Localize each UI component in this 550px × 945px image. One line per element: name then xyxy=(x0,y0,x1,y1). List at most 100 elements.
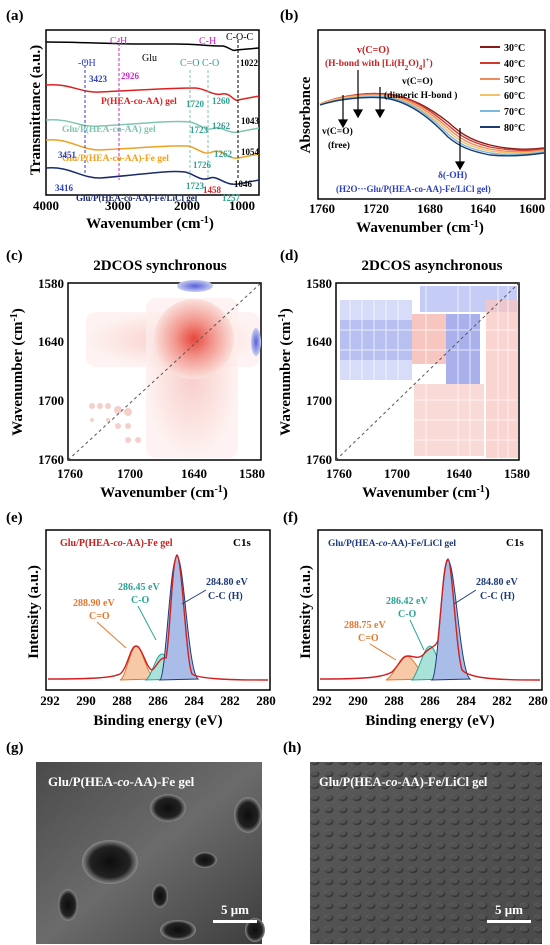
num-1262a: 1262 xyxy=(212,121,231,131)
f-p3b: C-C (H) xyxy=(480,591,515,602)
a-xtick-3000: 3000 xyxy=(105,198,131,213)
e-p2: 286.45 eV xyxy=(118,582,160,593)
f-peak-cc xyxy=(430,559,472,681)
f-xtick-280: 280 xyxy=(528,693,548,708)
num-2926: 2926 xyxy=(121,71,140,81)
f-arrows xyxy=(369,589,477,661)
b-line-60 xyxy=(319,94,545,154)
num-3423: 3423 xyxy=(89,74,108,84)
g-pore-1 xyxy=(234,797,262,833)
g-scale-bar xyxy=(213,920,257,923)
c-xtick-1640: 1640 xyxy=(181,466,207,481)
h-scale-bar xyxy=(487,920,531,923)
panel-b: (b) 30°C 40°C 50°C 60°C 70°C 80°C v(C=O)… xyxy=(280,8,546,237)
f-sample: Glu/P(HEA-co-AA)-Fe/LiCl gel xyxy=(328,538,456,549)
f-fit-envelope xyxy=(319,558,541,681)
e-p2b: C-O xyxy=(131,595,150,606)
f-p2b: C-O xyxy=(398,609,417,620)
panel-f-frame xyxy=(317,529,543,691)
b-xtick-1680: 1680 xyxy=(417,201,443,216)
g-pore-6 xyxy=(193,852,217,868)
b-xtick-1720: 1720 xyxy=(363,201,389,216)
label-co2: C-O xyxy=(202,58,219,69)
panel-b-frame xyxy=(317,29,546,200)
d-title: 2DCOS asynchronous xyxy=(361,258,502,274)
panel-d: (d) 2DCOS asynchronous 1580 1640 1700 17… xyxy=(277,248,531,501)
f-xtick-284: 284 xyxy=(456,693,476,708)
panel-e-frame xyxy=(45,529,271,691)
g-scale-label: 5 μm xyxy=(221,902,249,917)
b-xlabel: Wavenumber (cm-1) xyxy=(356,219,484,237)
b-ann3: v(C=O) xyxy=(322,126,353,137)
panel-g-letter: (g) xyxy=(6,740,24,756)
b-ann2: v(C=O) xyxy=(402,76,433,87)
b-ylabel: Absorbance xyxy=(298,76,314,153)
panel-a-letter: (a) xyxy=(6,8,24,24)
legend-40: 40°C xyxy=(504,59,525,70)
f-xtick-288: 288 xyxy=(384,693,404,708)
panel-a: (a) -OH C-H C-H C-O-C C=O C-O Glu P(HEA-… xyxy=(6,8,260,232)
c-dots xyxy=(89,403,141,443)
d-xtick-1700: 1700 xyxy=(384,466,410,481)
panel-b-letter: (b) xyxy=(280,8,298,24)
spectrum-glu-p-fe-licl-gel xyxy=(45,167,260,185)
b-line-80 xyxy=(319,96,545,157)
e-arrows xyxy=(96,589,207,649)
a-xtick-1000: 1000 xyxy=(229,198,255,213)
f-ylabel: Intensity (a.u.) xyxy=(298,565,314,659)
f-p2: 286.42 eV xyxy=(386,596,428,607)
label-oh: -OH xyxy=(78,58,96,69)
b-ann4: δ(-OH) xyxy=(438,170,467,181)
label-s5: Glu/P(HEA-co-AA)-Fe/LiCl gel xyxy=(76,193,198,203)
a-xlabel: Wavenumber (cm-1) xyxy=(86,215,214,233)
d-ytick-1760: 1760 xyxy=(306,452,332,467)
num-1458: 1458 xyxy=(203,185,222,195)
d-blue-mid xyxy=(446,314,480,384)
label-coc: C-O-C xyxy=(226,32,254,43)
g-pore-3 xyxy=(82,840,138,884)
b-xtick-1600: 1600 xyxy=(519,201,545,216)
panel-a-frame xyxy=(45,29,260,196)
d-xtick-1580: 1580 xyxy=(504,466,530,481)
label-s3: Glu/P(HEA-co-AA) gel xyxy=(62,124,156,135)
b-xtick-1640: 1640 xyxy=(470,201,496,216)
b-xtick-1760: 1760 xyxy=(309,201,335,216)
label-ch1: C-H xyxy=(110,36,127,47)
d-grid-texture xyxy=(338,286,517,458)
d-xtick-1760: 1760 xyxy=(326,466,352,481)
e-tag: C1s xyxy=(233,537,251,549)
c-ytick-1760: 1760 xyxy=(38,452,64,467)
b-line-50 xyxy=(319,93,545,153)
num-1723: 1723 xyxy=(190,125,209,135)
f-xtick-290: 290 xyxy=(348,693,368,708)
spectrum-glu-p-fe-gel xyxy=(45,139,260,159)
panel-h-letter: (h) xyxy=(283,740,301,756)
g-pore-7 xyxy=(160,920,196,940)
legend-80: 80°C xyxy=(504,123,525,134)
c-xtick-1700: 1700 xyxy=(117,466,143,481)
num-1262b: 1262 xyxy=(214,149,233,159)
e-sample: Glu/P(HEA-co-AA)-Fe gel xyxy=(60,538,173,549)
g-pore-5 xyxy=(152,884,168,908)
panel-c-letter: (c) xyxy=(6,248,23,264)
e-xlabel: Binding energy (eV) xyxy=(93,713,222,729)
label-ch2: C-H xyxy=(199,36,216,47)
label-co1: C=O xyxy=(180,58,200,69)
num-1046: 1046 xyxy=(234,179,253,189)
g-pore-4 xyxy=(58,889,78,921)
d-ytick-1700: 1700 xyxy=(306,393,332,408)
e-p3: 284.80 eV xyxy=(206,577,248,588)
f-xtick-292: 292 xyxy=(312,693,332,708)
g-pore-8 xyxy=(245,918,265,942)
panel-f-letter: (f) xyxy=(283,510,298,526)
num-1054: 1054 xyxy=(241,147,260,157)
c-xlabel: Wavenumber (cm-1) xyxy=(100,484,228,502)
num-1260: 1260 xyxy=(212,96,231,106)
legend-30: 30°C xyxy=(504,43,525,54)
c-autopeak xyxy=(154,299,234,379)
c-ylabel: Wavenumber (cm-1) xyxy=(9,308,27,436)
d-xtick-1640: 1640 xyxy=(446,466,472,481)
c-ytick-1640: 1640 xyxy=(38,334,64,349)
e-xtick-284: 284 xyxy=(184,693,204,708)
c-title: 2DCOS synchronous xyxy=(93,258,227,274)
